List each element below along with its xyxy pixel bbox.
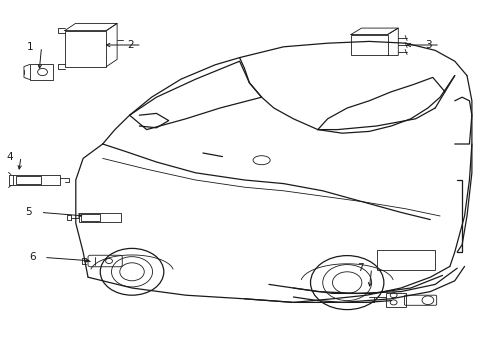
Text: 5: 5: [25, 207, 32, 217]
Text: 4: 4: [6, 152, 13, 162]
Bar: [13, 175, 60, 185]
Bar: [81, 214, 100, 221]
Bar: [79, 213, 121, 222]
Text: 6: 6: [29, 252, 36, 262]
Bar: [376, 250, 434, 270]
Bar: [386, 293, 405, 307]
Text: 1: 1: [26, 42, 33, 52]
Bar: [16, 176, 41, 184]
Bar: [350, 35, 386, 55]
Bar: [30, 64, 53, 80]
Text: 7: 7: [356, 263, 363, 273]
Bar: [64, 31, 106, 67]
Text: 2: 2: [126, 40, 133, 50]
Text: 3: 3: [424, 40, 431, 50]
